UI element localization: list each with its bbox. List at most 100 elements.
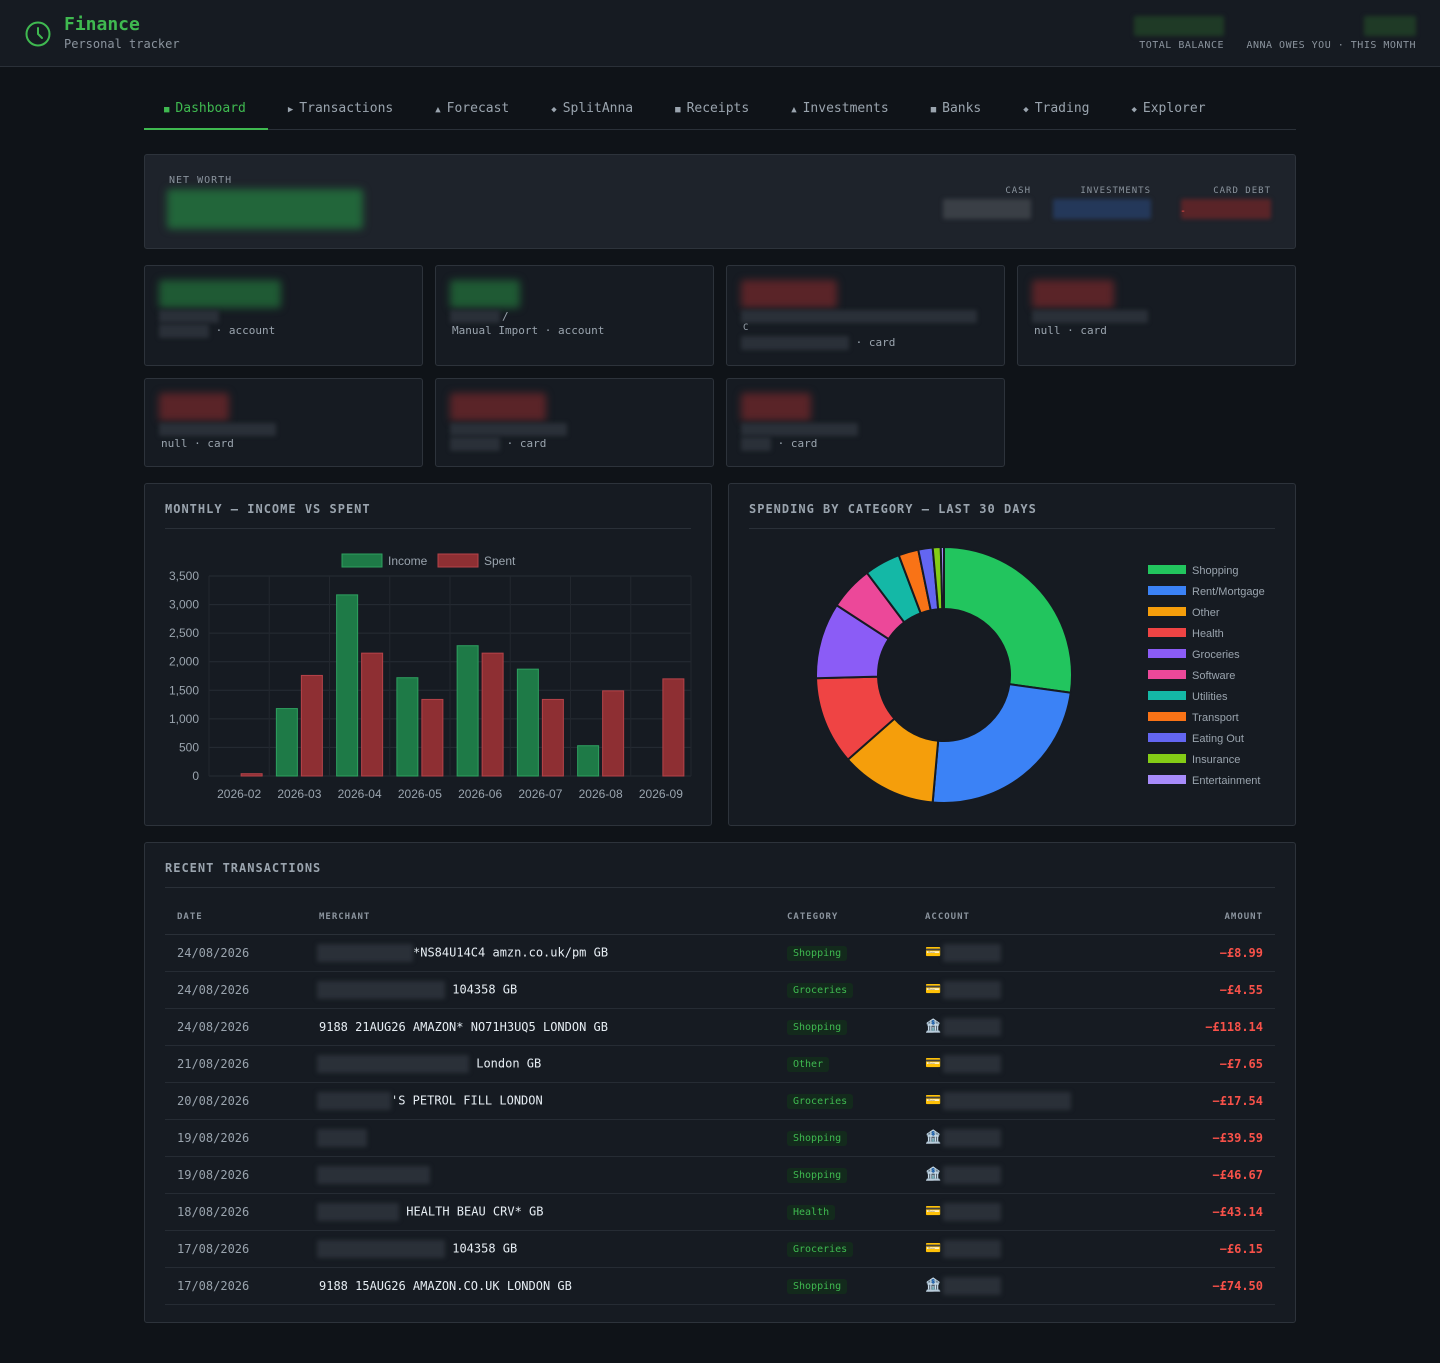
table-row[interactable]: 24/08/2026 9188 21AUG26 AMAZON* NO71H3UQ5… [165,1008,1275,1046]
table-row[interactable]: 24/08/2026 *NS84U14C4 amzn.co.uk/pm GB Sho… [165,934,1275,972]
account-institution [450,437,500,451]
credit-card-icon: 💳 [925,1056,942,1071]
tab-label: Investments [802,101,889,116]
account-card[interactable]: / Manual Import · account [435,265,714,366]
bar-income [396,677,419,777]
y-tick-label: 3,000 [169,598,199,612]
tab-explorer[interactable]: ◆ Explorer [1111,90,1227,130]
table-row[interactable]: 18/08/2026 HEALTH BEAU CRV* GB Health 💳 −£4… [165,1193,1275,1231]
txn-date: 24/08/2026 [165,1008,307,1046]
account-balance [159,393,229,421]
table-row[interactable]: 17/08/2026 104358 GB Groceries 💳 −£6.15 [165,1230,1275,1268]
merchant-redacted [317,1239,445,1258]
column-header-category[interactable]: CATEGORY [775,901,913,935]
account-card[interactable]: · card [726,378,1005,467]
category-badge[interactable]: Shopping [787,1278,848,1294]
credit-card-icon: 💳 [925,1204,942,1219]
legend-swatch [341,553,383,568]
account-meta: Manual Import · account [452,324,604,337]
table-row[interactable]: 19/08/2026 Shopping 🏦 −£39.59 [165,1119,1275,1157]
legend-label: Utilities [1192,691,1228,703]
txn-amount: −£7.65 [1133,1045,1275,1083]
txn-category: Groceries [775,1230,913,1268]
account-card[interactable]: · card [435,378,714,467]
txn-amount: −£4.55 [1133,971,1275,1009]
tab-trading[interactable]: ◆ Trading [1003,90,1111,130]
column-header-account[interactable]: ACCOUNT [913,901,1133,935]
y-tick-label: 2,500 [169,626,199,640]
table-row[interactable]: 19/08/2026 Shopping 🏦 −£46.67 [165,1156,1275,1194]
category-chart-panel: SPENDING BY CATEGORY — LAST 30 DAYS Shop… [728,483,1296,826]
app-header: Finance Personal tracker TOTAL BALANCE A… [0,0,1440,67]
tab-receipts[interactable]: ■ Receipts [655,90,771,130]
y-tick-label: 0 [192,769,199,783]
tab-splitanna[interactable]: ◆ SplitAnna [531,90,655,130]
category-badge[interactable]: Shopping [787,945,848,961]
txn-date: 17/08/2026 [165,1267,307,1305]
investments-stat: INVESTMENTS [1053,186,1151,219]
txn-account: 🏦 [913,1156,1133,1194]
app-subtitle: Personal tracker [64,37,180,51]
txn-date: 19/08/2026 [165,1156,307,1194]
account-name [741,423,858,436]
category-badge[interactable]: Groceries [787,1093,854,1109]
column-header-amount[interactable]: AMOUNT [1133,901,1275,935]
tab-label: SplitAnna [562,101,634,116]
category-badge[interactable]: Groceries [787,982,854,998]
tab-dashboard[interactable]: ■ Dashboard [144,90,268,130]
merchant-redacted [317,943,413,962]
legend-label: Income [388,554,428,568]
table-row[interactable]: 24/08/2026 104358 GB Groceries 💳 −£4.55 [165,971,1275,1009]
diamond-icon: ◆ [1131,105,1137,115]
merchant-redacted [317,1165,430,1184]
column-header-merchant[interactable]: MERCHANT [307,901,775,935]
legend-swatch [1148,628,1186,637]
category-badge[interactable]: Health [787,1204,836,1220]
transactions-table: DATE MERCHANT CATEGORY ACCOUNT AMOUNT 24… [165,901,1275,1305]
account-card[interactable]: null · card [144,378,423,467]
account-name [159,423,276,436]
bar-spent [662,678,685,777]
y-tick-label: 1,000 [169,712,199,726]
account-institution [741,336,849,350]
triangle-icon: ▲ [435,105,441,115]
y-tick-label: 500 [179,740,199,754]
x-tick-label: 2026-04 [338,787,382,801]
bank-icon: 🏦 [925,1019,942,1034]
txn-merchant: 104358 GB [307,971,775,1009]
legend-swatch [1148,586,1186,595]
category-badge[interactable]: Other [787,1056,830,1072]
account-redacted [943,1202,1002,1221]
tab-banks[interactable]: ■ Banks [911,90,1004,130]
table-row[interactable]: 20/08/2026 'S PETROL FILL LONDON Groceries… [165,1082,1275,1120]
account-meta: null · card [1034,324,1107,337]
merchant-redacted [317,1128,367,1147]
category-badge[interactable]: Shopping [787,1019,848,1035]
category-badge[interactable]: Shopping [787,1167,848,1183]
column-header-date[interactable]: DATE [165,901,307,935]
merchant-redacted [317,1091,391,1110]
square-icon: ■ [675,105,681,115]
account-separator: / [502,310,509,323]
bar-spent [602,690,625,777]
net-worth-label: NET WORTH [169,175,233,186]
table-row[interactable]: 21/08/2026 London GB Other 💳 −£7.65 [165,1045,1275,1083]
account-redacted [943,1091,1072,1110]
tab-transactions[interactable]: ▶ Transactions [268,90,415,130]
category-badge[interactable]: Shopping [787,1130,848,1146]
legend-label: Transport [1192,712,1239,724]
account-name [450,423,567,436]
x-tick-label: 2026-03 [277,787,321,801]
account-card[interactable]: null · card [1017,265,1296,366]
account-card[interactable]: · account [144,265,423,366]
category-badge[interactable]: Groceries [787,1241,854,1257]
account-card[interactable]: C · card [726,265,1005,366]
account-redacted [943,1276,1002,1295]
tab-forecast[interactable]: ▲ Forecast [415,90,531,130]
txn-date: 21/08/2026 [165,1045,307,1083]
table-row[interactable]: 17/08/2026 9188 15AUG26 AMAZON.CO.UK LOND… [165,1267,1275,1305]
account-redacted [943,1054,1002,1073]
merchant-name: *NS84U14C4 amzn.co.uk/pm GB [413,945,609,959]
tab-investments[interactable]: ▲ Investments [771,90,911,130]
credit-card-icon: 💳 [925,1093,942,1108]
